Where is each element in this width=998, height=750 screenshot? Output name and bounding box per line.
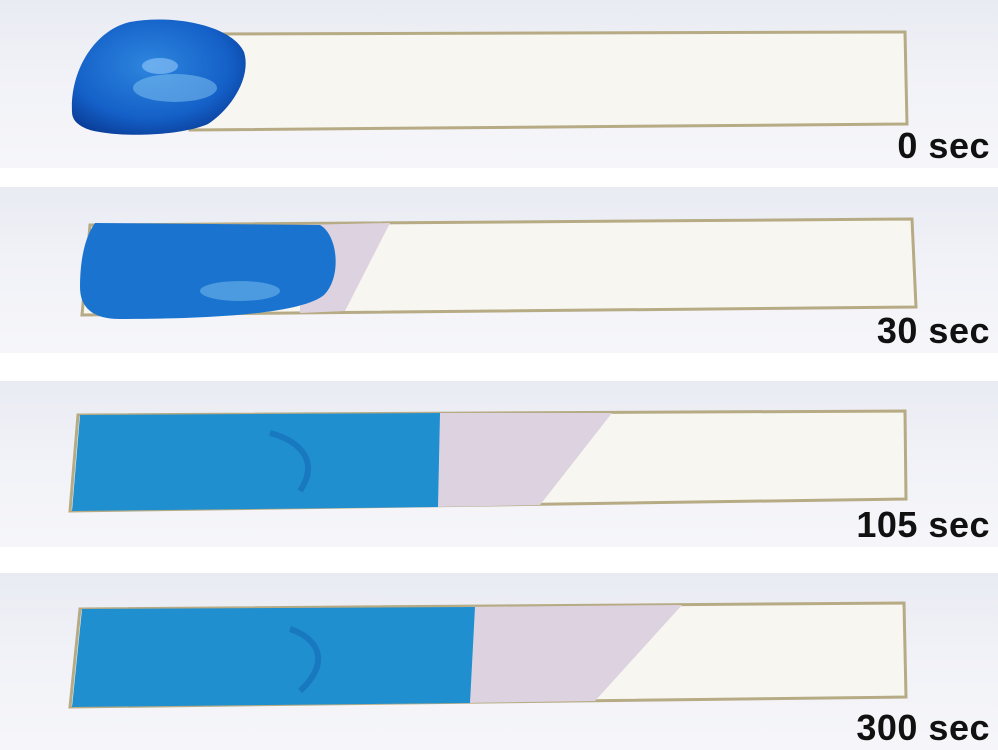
droplet-highlight [133, 74, 217, 102]
photo-panel-0-sec: 0 sec [0, 0, 998, 168]
wet-front [460, 605, 682, 703]
time-label: 300 sec [856, 707, 990, 748]
dye-region [72, 607, 475, 707]
strip-photo [68, 409, 908, 513]
time-label: 105 sec [856, 504, 990, 545]
time-label: 30 sec [876, 310, 990, 351]
photo-panel-30-sec: 30 sec [0, 187, 998, 353]
dye-streak [269, 430, 312, 493]
wet-front [430, 413, 612, 507]
dye-streak [288, 626, 322, 694]
time-label: 0 sec [897, 125, 990, 166]
paper-strip [186, 30, 909, 132]
strip-photo [71, 19, 909, 135]
dye-highlight [200, 281, 280, 301]
strip-photo [80, 217, 918, 319]
strip-photo [68, 601, 908, 709]
photo-panel-300-sec: 300 sec [0, 573, 998, 750]
dye-region [80, 223, 336, 319]
photo-panel-105-sec: 105 sec [0, 381, 998, 547]
dye-region [72, 413, 440, 511]
